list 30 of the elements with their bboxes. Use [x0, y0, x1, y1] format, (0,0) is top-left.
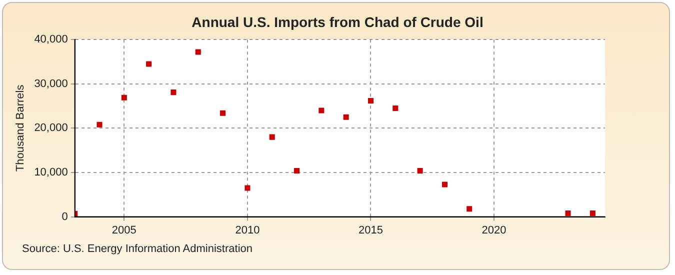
y-tick-label: 40,000	[34, 34, 68, 46]
point	[220, 110, 226, 116]
y-tick-label: 30,000	[34, 78, 68, 90]
point	[392, 106, 398, 112]
point	[269, 134, 275, 140]
point	[170, 90, 176, 96]
x-tick-label: 2020	[482, 224, 506, 236]
point	[96, 122, 102, 128]
chart-title: Annual U.S. Imports from Chad of Crude Oil	[190, 14, 484, 30]
point	[590, 210, 596, 216]
point	[294, 168, 300, 174]
y-tick-label: 20,000	[34, 122, 68, 134]
y-axis-title: Thousand Barrels	[14, 84, 27, 172]
point	[466, 206, 472, 212]
point	[565, 210, 571, 216]
point	[195, 49, 201, 55]
point	[146, 61, 152, 67]
y-tick-label: 10,000	[34, 166, 68, 179]
x-tick-label: 2010	[235, 224, 260, 236]
point	[343, 114, 349, 120]
source-note: Source: U.S. Energy Information Administration	[22, 243, 252, 255]
point	[442, 182, 448, 188]
point	[244, 185, 250, 191]
point	[368, 98, 374, 104]
x-tick-label: 2005	[112, 224, 136, 236]
point	[417, 168, 423, 174]
x-tick-label: 2015	[358, 224, 383, 236]
y-tick-label: 0	[62, 210, 68, 223]
point	[121, 94, 127, 100]
point	[318, 108, 324, 114]
